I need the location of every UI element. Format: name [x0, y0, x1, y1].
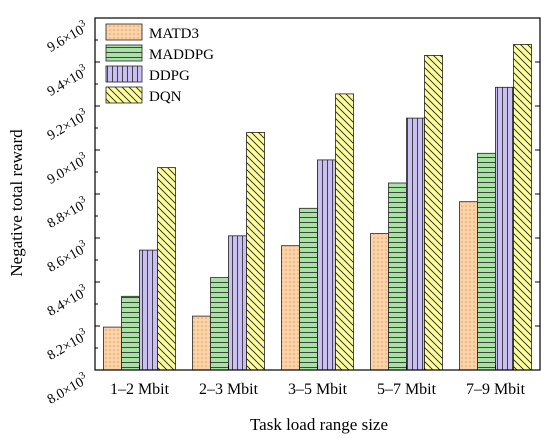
- bar-ddpg-2: [317, 159, 336, 371]
- y-tick-labels: 8.0×103 8.2×103 8.4×103 8.6×103 8.8×103 9.0×1…: [44, 18, 91, 408]
- x-tick-label: 3–5 Mbit: [288, 381, 348, 398]
- y-tick-label: 8.2×103: [44, 326, 91, 364]
- x-tick-labels: 1–2 Mbit 2–3 Mbit 3–5 Mbit 5–7 Mbit 7–9 Mbit: [110, 381, 526, 398]
- bar-maddpg-3: [388, 182, 407, 371]
- legend-label-matd3: MATD3: [149, 26, 199, 42]
- bar-matd3-1: [192, 315, 211, 371]
- bar-matd3-3: [370, 233, 389, 371]
- y-axis-label: Negative total reward: [7, 129, 26, 277]
- bar-dqn-3: [424, 55, 443, 371]
- svg-text:9.4×103: 9.4×103: [44, 62, 91, 100]
- bar-matd3-2: [281, 245, 300, 371]
- svg-text:9.0×103: 9.0×103: [44, 150, 91, 188]
- bar-maddpg-0: [121, 295, 140, 371]
- svg-text:8.4×103: 8.4×103: [44, 282, 91, 320]
- y-tick-label: 9.0×103: [44, 150, 91, 188]
- legend-swatch-ddpg: [105, 65, 143, 83]
- svg-text:9.6×103: 9.6×103: [44, 18, 91, 56]
- bars-layer: [103, 44, 532, 371]
- bar-dqn-1: [246, 131, 265, 371]
- bar-maddpg-1: [210, 277, 229, 371]
- y-tick-label: 8.8×103: [44, 194, 91, 232]
- axes-layer: [94, 17, 541, 371]
- bar-dqn-2: [335, 93, 354, 371]
- legend-label-dqn: DQN: [149, 89, 182, 105]
- legend-label-ddpg: DDPG: [149, 68, 190, 84]
- y-tick-label: 8.6×103: [44, 238, 91, 276]
- svg-text:8.8×103: 8.8×103: [44, 194, 91, 232]
- bar-maddpg-4: [477, 152, 496, 371]
- bar-matd3-0: [103, 326, 122, 371]
- x-tick-label: 5–7 Mbit: [377, 381, 437, 398]
- y-tick-label: 8.0×103: [44, 370, 91, 408]
- svg-text:8.2×103: 8.2×103: [44, 326, 91, 364]
- bar-ddpg-0: [139, 249, 158, 371]
- bar-ddpg-1: [228, 235, 247, 371]
- svg-text:8.0×103: 8.0×103: [44, 370, 91, 408]
- bar-dqn-4: [513, 44, 532, 371]
- bar-matd3-4: [459, 201, 478, 371]
- legend-swatch-maddpg: [105, 44, 143, 62]
- x-tick-label: 2–3 Mbit: [199, 381, 259, 398]
- bar-maddpg-2: [299, 207, 318, 371]
- y-tick-label: 9.4×103: [44, 62, 91, 100]
- bar-ddpg-4: [495, 86, 514, 371]
- legend-swatch-matd3: [105, 23, 143, 41]
- x-tick-label: 1–2 Mbit: [110, 381, 170, 398]
- bar-ddpg-3: [406, 117, 425, 371]
- y-tick-label: 9.2×103: [44, 106, 91, 144]
- svg-text:9.2×103: 9.2×103: [44, 106, 91, 144]
- y-tick-label: 8.4×103: [44, 282, 91, 320]
- x-tick-label: 7–9 Mbit: [466, 381, 526, 398]
- legend-label-maddpg: MADDPG: [149, 47, 214, 63]
- legend: MATD3 MADDPG DDPG DQN: [105, 23, 214, 105]
- x-axis-label: Task load range size: [250, 415, 388, 434]
- y-tick-label: 9.6×103: [44, 18, 91, 56]
- svg-text:8.6×103: 8.6×103: [44, 238, 91, 276]
- legend-swatch-dqn: [105, 86, 143, 104]
- bar-dqn-0: [157, 167, 176, 371]
